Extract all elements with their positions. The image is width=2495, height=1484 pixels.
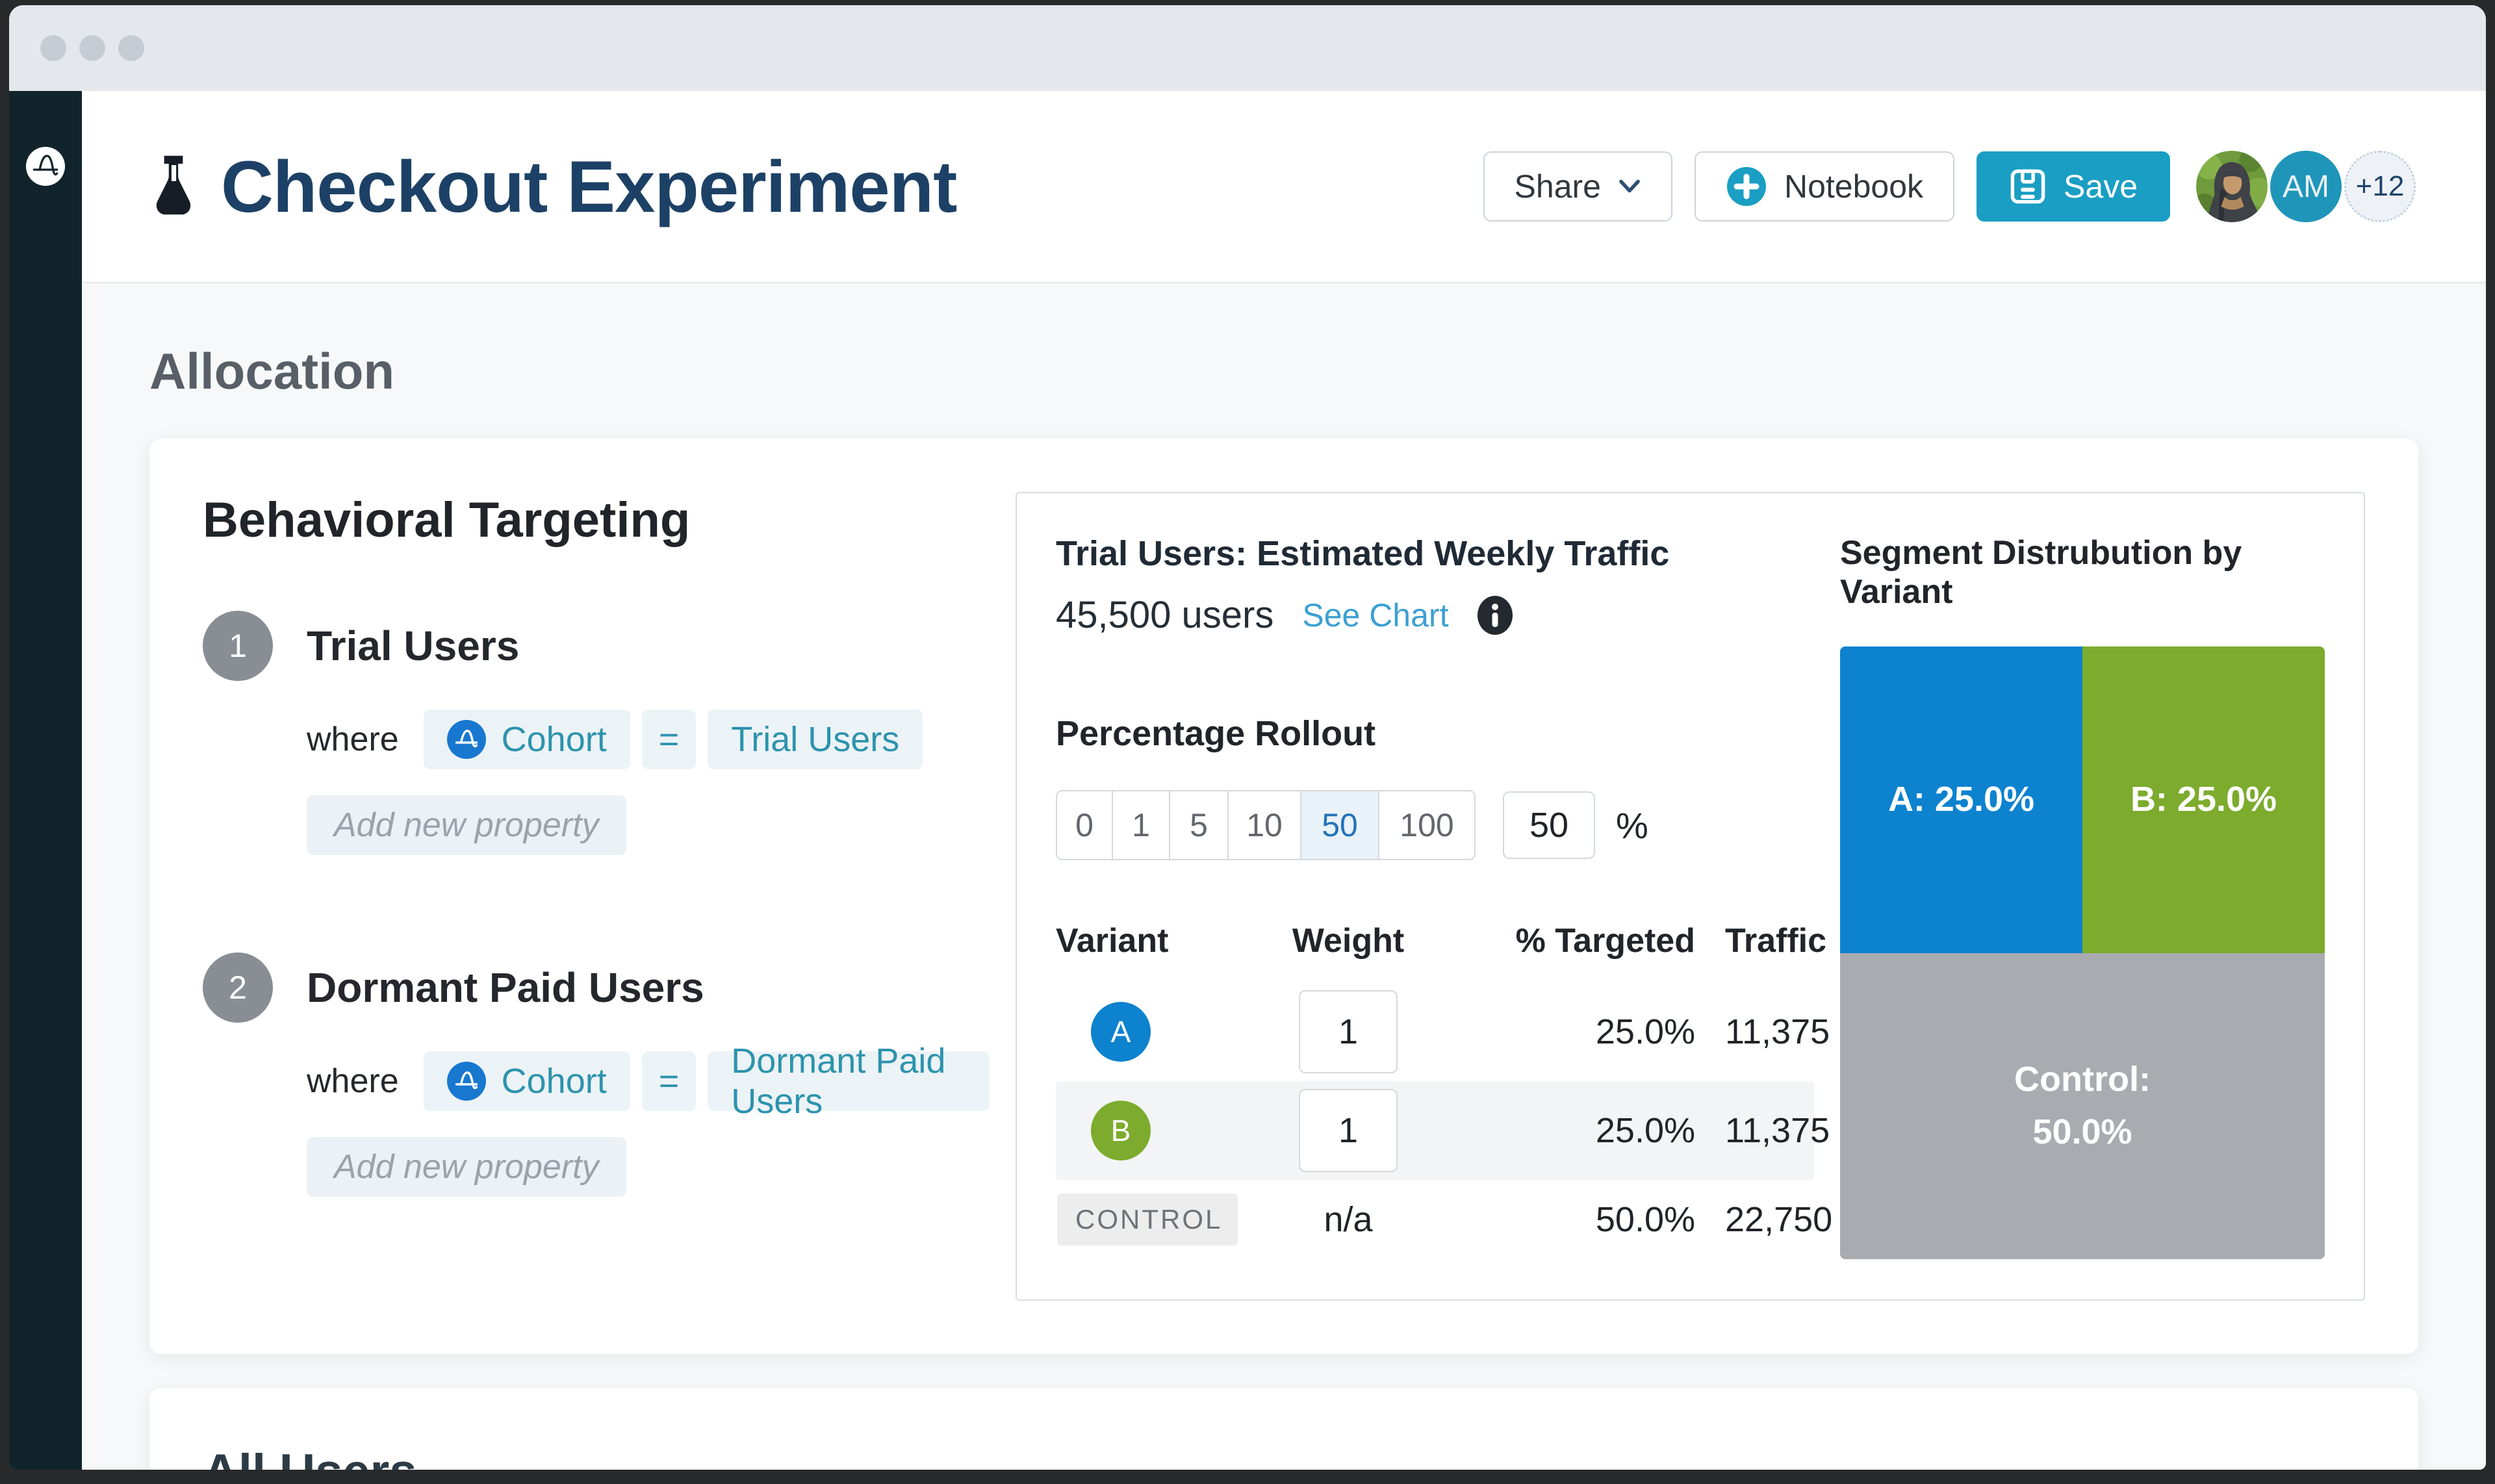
rollout-option[interactable]: 10 [1227, 791, 1300, 859]
notebook-button-label: Notebook [1784, 168, 1924, 205]
variant-table: Variant Weight % Targeted Traffic A 25.0… [1056, 921, 1832, 1259]
avatar-initials[interactable]: AM [2270, 151, 2342, 222]
rollout-option[interactable]: 1 [1112, 791, 1169, 859]
window-minimize-icon[interactable] [79, 35, 105, 61]
value-pill[interactable]: Dormant Paid Users [708, 1042, 990, 1121]
window-close-icon[interactable] [40, 35, 66, 61]
card-title-all-users: All Users [203, 1444, 2365, 1470]
traffic-value: 11,375 [1725, 1111, 1830, 1150]
traffic-panel: Trial Users: Estimated Weekly Traffic 45… [1016, 492, 2365, 1301]
control-badge: CONTROL [1057, 1194, 1238, 1246]
distribution-chart: A: 25.0% B: 25.0% Control: 50. [1840, 646, 2325, 1259]
avatar-overflow-count[interactable]: +12 [2344, 151, 2416, 222]
chevron-down-icon [1618, 179, 1641, 194]
operator-pill[interactable]: = [641, 1051, 697, 1111]
chart-top-row: A: 25.0% B: 25.0% [1840, 646, 2325, 953]
save-icon [2009, 168, 2047, 205]
table-row-control: CONTROL n/a 50.0% 22,750 [1056, 1180, 1832, 1259]
browser-titlebar [9, 5, 2486, 91]
weight-input-b[interactable] [1299, 1089, 1398, 1172]
segment-name: Dormant Paid Users [307, 964, 704, 1011]
variant-b-badge: B [1091, 1101, 1151, 1160]
save-button[interactable]: Save [1977, 151, 2170, 222]
chart-segment-control-label: Control: 50.0% [2014, 1060, 2151, 1152]
targeting-segment-1: 1 Trial Users where [203, 611, 990, 855]
chart-segment-b-label: B: 25.0% [2130, 780, 2277, 819]
chart-segment-control: Control: 50.0% [1840, 953, 2325, 1259]
step-number-badge: 2 [203, 953, 273, 1023]
chart-segment-a-label: A: 25.0% [1887, 780, 2035, 819]
flask-icon [149, 154, 198, 219]
info-icon[interactable] [1477, 595, 1513, 635]
where-label: where [307, 1062, 399, 1100]
app-sidebar [9, 91, 82, 1470]
percentage-rollout-label: Percentage Rollout [1056, 714, 1376, 753]
targeted-value: 50.0% [1595, 1200, 1695, 1239]
rollout-option[interactable]: 0 [1057, 791, 1112, 859]
page-title: Checkout Experiment [221, 146, 957, 227]
section-title-allocation: Allocation [149, 342, 395, 400]
property-pill-label: Cohort [501, 1062, 607, 1101]
segment-name: Trial Users [307, 622, 520, 669]
experiment-header: Checkout Experiment Share Notebook [82, 91, 2486, 283]
weight-na: n/a [1324, 1200, 1373, 1239]
share-button[interactable]: Share [1483, 151, 1672, 222]
traffic-panel-title: Trial Users: Estimated Weekly Traffic [1056, 534, 1670, 573]
targeting-segment-2: 2 Dormant Paid Users where [203, 953, 990, 1197]
add-new-property-button[interactable]: Add new property [307, 795, 626, 855]
traffic-value: 45,500 users [1056, 594, 1274, 636]
plus-circle-icon [1726, 166, 1767, 207]
property-pill-cohort[interactable]: Cohort [423, 710, 630, 769]
save-button-label: Save [2064, 168, 2138, 205]
rollout-option[interactable]: 50 [1300, 791, 1378, 859]
cohort-icon [446, 1062, 486, 1101]
traffic-value: 11,375 [1725, 1012, 1830, 1051]
window-zoom-icon[interactable] [118, 35, 144, 61]
rollout-percent-input[interactable] [1503, 791, 1595, 859]
step-number-badge: 1 [203, 611, 273, 681]
collaborator-avatars: AM +12 [2196, 151, 2416, 222]
targeted-value: 25.0% [1595, 1111, 1695, 1150]
chart-title: Segment Distrubution by Variant [1840, 534, 2242, 611]
add-new-property-button[interactable]: Add new property [307, 1137, 626, 1197]
property-pill-cohort[interactable]: Cohort [423, 1051, 630, 1111]
share-button-label: Share [1514, 168, 1601, 205]
cohort-icon [446, 720, 486, 759]
amplitude-logo-icon[interactable] [26, 147, 65, 186]
col-header-variant: Variant [1056, 922, 1169, 960]
all-users-card: All Users [149, 1388, 2418, 1470]
notebook-button[interactable]: Notebook [1694, 151, 1955, 222]
value-pill[interactable]: Trial Users [708, 710, 923, 769]
where-label: where [307, 721, 399, 758]
card-title: Behavioral Targeting [203, 493, 691, 548]
rollout-option[interactable]: 100 [1378, 791, 1474, 859]
behavioral-targeting-card: Behavioral Targeting 1 Trial Users where [149, 439, 2418, 1354]
chart-segment-b: B: 25.0% [2082, 646, 2325, 953]
table-row-variant-b: B 25.0% 11,375 [1056, 1081, 1830, 1180]
percent-unit-label: % [1616, 804, 1648, 846]
rollout-option[interactable]: 5 [1169, 791, 1227, 859]
avatar[interactable] [2196, 151, 2268, 222]
see-chart-link[interactable]: See Chart [1302, 596, 1449, 633]
col-header-traffic: Traffic [1725, 922, 1827, 960]
col-header-targeted: % Targeted [1515, 922, 1695, 960]
rollout-segmented-control: 0 1 5 10 50 100 [1056, 790, 1476, 860]
browser-window: Checkout Experiment Share Notebook [9, 5, 2486, 1470]
chart-segment-a: A: 25.0% [1840, 646, 2082, 953]
segment-distribution: Segment Distrubution by Variant A: 25.0%… [1840, 533, 2325, 1259]
table-row-variant-a: A 25.0% 11,375 [1056, 982, 1830, 1081]
col-header-weight: Weight [1292, 922, 1405, 960]
targeted-value: 25.0% [1595, 1012, 1695, 1051]
traffic-value: 22,750 [1725, 1200, 1833, 1239]
variant-a-badge: A [1091, 1002, 1151, 1062]
operator-pill[interactable]: = [641, 710, 697, 769]
property-pill-label: Cohort [501, 720, 607, 759]
weight-input-a[interactable] [1299, 990, 1398, 1073]
